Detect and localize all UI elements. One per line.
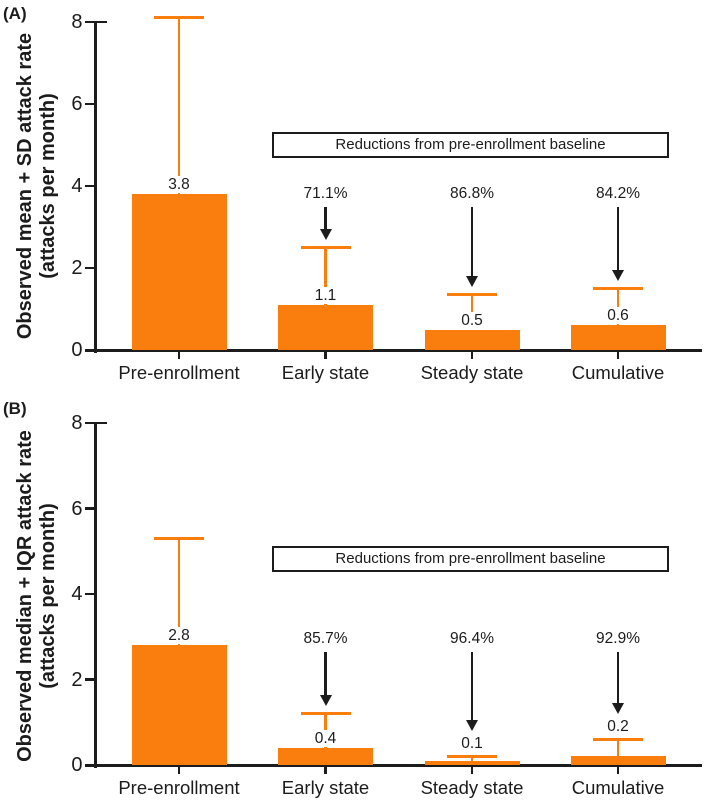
y-tick (84, 507, 94, 510)
reduction-label: 71.1% (303, 185, 348, 202)
error-bar-cap (300, 712, 351, 716)
category-label-cumulative: Cumulative (571, 362, 665, 383)
reduction-arrow-head (612, 269, 624, 281)
reduction-arrow-line (324, 207, 327, 230)
error-bar-line (470, 294, 474, 330)
panel-a-label: (A) (3, 4, 27, 23)
error-bar-line (324, 247, 327, 305)
reduction-label: 85.7% (303, 630, 348, 647)
error-bar-line (177, 538, 181, 646)
y-axis (93, 20, 97, 353)
x-tick (470, 352, 474, 359)
reduction-arrow-line (470, 207, 474, 277)
category-label-cumulative: Cumulative (571, 777, 665, 798)
category-label-pre-enrollment: Pre-enrollment (118, 777, 240, 798)
reduction-arrow-head (612, 703, 624, 715)
reduction-arrow-line (616, 207, 620, 271)
value-label: 2.8 (165, 627, 193, 645)
error-bar-line (177, 17, 181, 195)
y-tick (84, 20, 94, 24)
y-axis (93, 421, 97, 768)
y-axis-top-stub (96, 421, 107, 425)
value-label: 0.2 (604, 718, 632, 736)
value-label: 0.5 (458, 311, 486, 329)
y-tick (84, 592, 94, 596)
bar-steady-state (424, 329, 520, 350)
value-label: 0.1 (458, 735, 486, 753)
panel-b-y-axis-title-line1: Observed median + IQR attack rate (14, 430, 36, 762)
error-bar-cap (154, 536, 204, 540)
bar-early-state (278, 747, 373, 765)
y-tick (84, 102, 94, 106)
category-label-steady-state: Steady state (420, 362, 524, 383)
error-bar-cap (447, 293, 497, 297)
error-bar-line (324, 713, 327, 748)
bar-pre-enrollment (131, 645, 227, 765)
x-axis (84, 764, 702, 767)
y-tick (84, 421, 94, 425)
panel-a-y-axis-title-line1: Observed mean + SD attack rate (14, 32, 36, 340)
x-tick (616, 767, 620, 774)
error-bar-line (616, 288, 620, 326)
reduction-arrow-head (466, 720, 478, 732)
bar-pre-enrollment (131, 194, 227, 350)
value-label: 1.1 (311, 286, 340, 304)
panel-b-label: (B) (3, 399, 27, 418)
y-tick (84, 763, 94, 767)
error-bar-line (616, 739, 620, 757)
panel-b-y-axis-title-line2: (attacks per month) (37, 503, 59, 689)
reduction-label: 84.2% (596, 185, 640, 202)
category-label-early-state: Early state (281, 362, 370, 383)
bar-early-state (278, 304, 373, 350)
y-tick (84, 266, 94, 270)
reduction-arrow-head (466, 275, 478, 287)
reduction-label: 92.9% (596, 630, 640, 647)
x-tick (177, 767, 181, 774)
reduction-arrow-head (319, 694, 332, 706)
error-bar-cap (300, 246, 351, 249)
y-tick (84, 348, 94, 352)
y-tick (84, 678, 94, 681)
y-tick-label: 0 (71, 339, 83, 361)
value-label: 0.4 (311, 729, 340, 747)
x-tick (324, 352, 327, 359)
panel-a-y-axis-title: Observed mean + SD attack rate (attacks … (14, 33, 60, 339)
category-label-early-state: Early state (281, 777, 370, 798)
category-label-pre-enrollment: Pre-enrollment (118, 362, 240, 383)
panel-a-y-axis-title-line2: (attacks per month) (37, 93, 59, 279)
reduction-arrow-line (616, 652, 620, 705)
error-bar-cap (154, 16, 204, 20)
x-tick (616, 352, 620, 359)
bar-cumulative (570, 756, 666, 765)
category-label-steady-state: Steady state (420, 777, 524, 798)
bar-steady-state (424, 760, 520, 765)
panel-a-annotation-box: Reductions from pre-enrollment baseline (272, 132, 669, 158)
y-tick (84, 184, 94, 188)
x-tick (177, 352, 181, 359)
reduction-label: 96.4% (450, 630, 494, 647)
error-bar-cap (447, 754, 497, 758)
value-label: 0.6 (604, 307, 632, 325)
x-axis (84, 349, 702, 352)
reduction-arrow-head (319, 228, 332, 240)
y-axis-top-stub (96, 20, 107, 24)
panel-b-annotation-box: Reductions from pre-enrollment baseline (272, 546, 669, 572)
x-tick (324, 767, 327, 774)
error-bar-cap (593, 737, 643, 741)
error-bar-line (470, 756, 474, 761)
x-tick (470, 767, 474, 774)
y-tick-label: 8 (71, 11, 83, 33)
error-bar-cap (593, 287, 643, 290)
reduction-arrow-line (470, 652, 474, 722)
panel-b-y-axis-title: Observed median + IQR attack rate (attac… (14, 430, 60, 762)
reduction-arrow-line (324, 652, 327, 696)
value-label: 3.8 (165, 176, 193, 194)
bar-cumulative (570, 325, 666, 350)
reduction-label: 86.8% (450, 185, 494, 202)
